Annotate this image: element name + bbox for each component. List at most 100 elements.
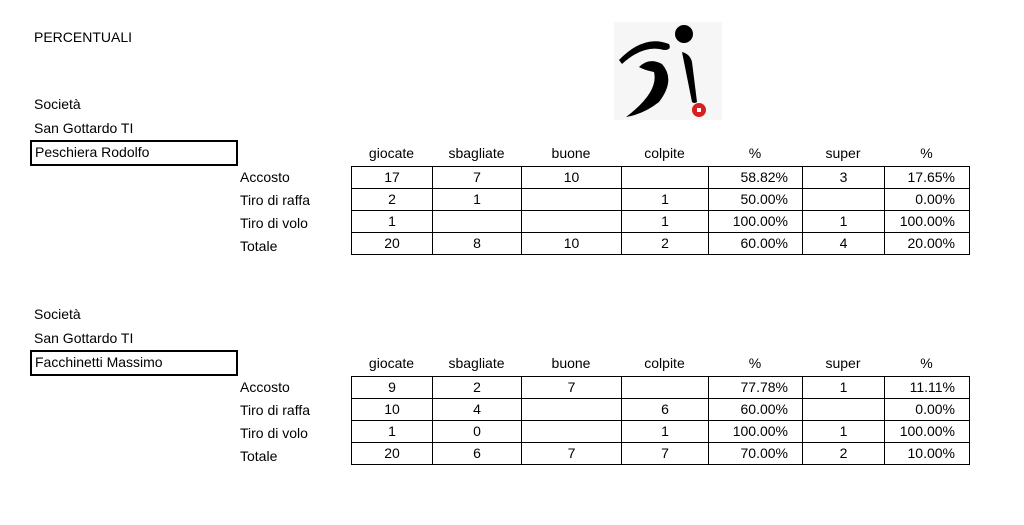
row-label: Totale bbox=[240, 238, 278, 254]
table-cell[interactable]: 1 bbox=[802, 210, 885, 233]
table-row: 9 2 7 77.78% 1 11.11% bbox=[351, 376, 970, 399]
table-cell[interactable]: 2 bbox=[802, 442, 885, 465]
table-cell[interactable]: 8 bbox=[432, 232, 522, 255]
table-cell[interactable]: 7 bbox=[621, 442, 709, 465]
row-label: Totale bbox=[240, 448, 278, 464]
table-cell[interactable]: 3 bbox=[802, 166, 885, 189]
table-cell[interactable]: 6 bbox=[621, 398, 709, 421]
table-cell[interactable]: 50.00% bbox=[708, 188, 803, 211]
column-header: giocate bbox=[368, 355, 415, 371]
table-cell[interactable]: 70.00% bbox=[708, 442, 803, 465]
table-cell[interactable]: 77.78% bbox=[708, 376, 803, 399]
table-cell[interactable] bbox=[802, 398, 885, 421]
bocce-player-logo bbox=[614, 22, 722, 120]
column-header: super bbox=[825, 145, 861, 161]
table-cell[interactable]: 1 bbox=[351, 210, 433, 233]
table-cell[interactable]: 20.00% bbox=[884, 232, 970, 255]
column-header: % bbox=[920, 355, 933, 371]
table-cell[interactable] bbox=[521, 210, 622, 233]
table-cell[interactable] bbox=[521, 398, 622, 421]
table-cell[interactable] bbox=[432, 210, 522, 233]
table-cell[interactable]: 0 bbox=[432, 420, 522, 443]
table-cell[interactable]: 10 bbox=[521, 232, 622, 255]
table-cell[interactable]: 2 bbox=[351, 188, 433, 211]
stats-table: 9 2 7 77.78% 1 11.11% 10 4 6 60.00% 0.00% 1 0 1 100.00… bbox=[351, 376, 970, 465]
table-cell[interactable]: 0.00% bbox=[884, 398, 970, 421]
row-label: Accosto bbox=[240, 379, 290, 395]
table-cell[interactable]: 2 bbox=[621, 232, 709, 255]
table-cell[interactable]: 11.11% bbox=[884, 376, 970, 399]
table-row: 1 1 100.00% 1 100.00% bbox=[351, 210, 970, 233]
table-cell[interactable]: 20 bbox=[351, 232, 433, 255]
societa-value: San Gottardo TI bbox=[34, 120, 134, 136]
player-name-cell[interactable]: Peschiera Rodolfo bbox=[30, 140, 238, 166]
table-cell[interactable] bbox=[621, 166, 709, 189]
table-cell[interactable]: 1 bbox=[621, 210, 709, 233]
societa-label: Società bbox=[34, 306, 81, 322]
table-cell[interactable]: 0.00% bbox=[884, 188, 970, 211]
column-header: buone bbox=[551, 145, 591, 161]
column-header: super bbox=[825, 355, 861, 371]
column-header: colpite bbox=[644, 355, 685, 371]
societa-label: Società bbox=[34, 96, 81, 112]
page-title: PERCENTUALI bbox=[34, 29, 133, 45]
table-cell[interactable]: 2 bbox=[432, 376, 522, 399]
player-name: Peschiera Rodolfo bbox=[35, 144, 150, 160]
table-cell[interactable]: 7 bbox=[521, 376, 622, 399]
table-row: 1 0 1 100.00% 1 100.00% bbox=[351, 420, 970, 443]
column-header: % bbox=[920, 145, 933, 161]
societa-value: San Gottardo TI bbox=[34, 330, 134, 346]
table-cell[interactable]: 10 bbox=[521, 166, 622, 189]
stats-table: 17 7 10 58.82% 3 17.65% 2 1 1 50.00% 0.00% 1 1 100.00… bbox=[351, 166, 970, 255]
table-row: 20 6 7 7 70.00% 2 10.00% bbox=[351, 442, 970, 465]
column-header: % bbox=[748, 145, 762, 161]
table-cell[interactable]: 1 bbox=[802, 420, 885, 443]
table-cell[interactable]: 4 bbox=[432, 398, 522, 421]
table-row: 20 8 10 2 60.00% 4 20.00% bbox=[351, 232, 970, 255]
table-cell[interactable]: 100.00% bbox=[884, 210, 970, 233]
row-label: Tiro di raffa bbox=[240, 402, 311, 418]
table-cell[interactable]: 1 bbox=[621, 188, 709, 211]
table-cell[interactable]: 17 bbox=[351, 166, 433, 189]
table-cell[interactable]: 60.00% bbox=[708, 398, 803, 421]
column-header: sbagliate bbox=[448, 145, 505, 161]
column-header: % bbox=[748, 355, 762, 371]
column-header: giocate bbox=[368, 145, 415, 161]
table-cell[interactable]: 10.00% bbox=[884, 442, 970, 465]
table-cell[interactable]: 10 bbox=[351, 398, 433, 421]
table-row: 2 1 1 50.00% 0.00% bbox=[351, 188, 970, 211]
table-cell[interactable]: 1 bbox=[432, 188, 522, 211]
table-cell[interactable]: 1 bbox=[621, 420, 709, 443]
row-label: Tiro di raffa bbox=[240, 192, 311, 208]
table-cell[interactable]: 4 bbox=[802, 232, 885, 255]
column-header: colpite bbox=[644, 145, 685, 161]
table-cell[interactable]: 100.00% bbox=[884, 420, 970, 443]
table-cell[interactable]: 100.00% bbox=[708, 210, 803, 233]
bocce-player-icon bbox=[619, 25, 706, 117]
column-header: sbagliate bbox=[448, 355, 505, 371]
table-cell[interactable]: 7 bbox=[521, 442, 622, 465]
player-name: Facchinetti Massimo bbox=[35, 354, 163, 370]
column-header: buone bbox=[551, 355, 591, 371]
table-row: 10 4 6 60.00% 0.00% bbox=[351, 398, 970, 421]
table-row: 17 7 10 58.82% 3 17.65% bbox=[351, 166, 970, 189]
table-cell[interactable] bbox=[521, 420, 622, 443]
row-label: Tiro di volo bbox=[240, 425, 308, 441]
table-cell[interactable] bbox=[802, 188, 885, 211]
row-label: Tiro di volo bbox=[240, 215, 308, 231]
table-cell[interactable]: 17.65% bbox=[884, 166, 970, 189]
table-cell[interactable] bbox=[521, 188, 622, 211]
player-name-cell[interactable]: Facchinetti Massimo bbox=[30, 350, 238, 376]
table-cell[interactable]: 1 bbox=[802, 376, 885, 399]
row-label: Accosto bbox=[240, 169, 290, 185]
table-cell[interactable]: 9 bbox=[351, 376, 433, 399]
table-cell[interactable]: 60.00% bbox=[708, 232, 803, 255]
table-cell[interactable]: 7 bbox=[432, 166, 522, 189]
table-cell[interactable]: 1 bbox=[351, 420, 433, 443]
table-cell[interactable] bbox=[621, 376, 709, 399]
table-cell[interactable]: 20 bbox=[351, 442, 433, 465]
table-cell[interactable]: 58.82% bbox=[708, 166, 803, 189]
table-cell[interactable]: 100.00% bbox=[708, 420, 803, 443]
table-cell[interactable]: 6 bbox=[432, 442, 522, 465]
